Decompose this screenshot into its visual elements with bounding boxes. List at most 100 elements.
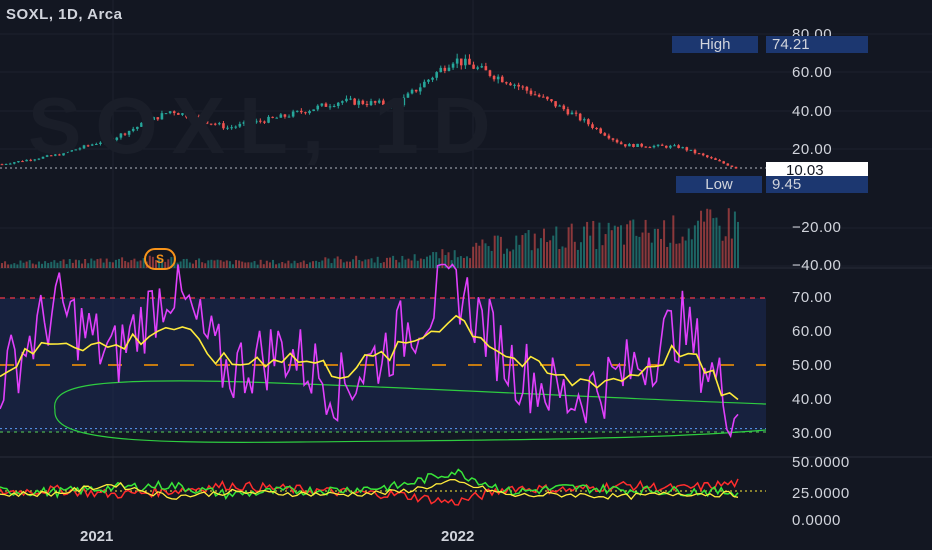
candle-body xyxy=(595,127,598,129)
volume-bar xyxy=(389,257,392,268)
volume-bar xyxy=(570,223,573,268)
osc-tick-label: 50.0000 xyxy=(792,454,850,471)
candle-body xyxy=(492,75,496,80)
volume-bar xyxy=(561,246,564,268)
volume-bar xyxy=(542,228,545,268)
volume-bar xyxy=(87,263,90,268)
volume-bar xyxy=(96,259,99,268)
volume-bar xyxy=(601,245,604,268)
candle-body xyxy=(304,112,307,114)
volume-bar xyxy=(136,261,139,268)
volume-bar xyxy=(56,262,59,268)
candle-body xyxy=(611,138,615,140)
candle-body xyxy=(697,153,701,155)
candle-body xyxy=(681,147,684,149)
candle-body xyxy=(99,142,102,144)
volume-bar xyxy=(65,264,68,268)
candle-body xyxy=(451,63,455,68)
candle-body xyxy=(328,106,332,108)
candle-body xyxy=(562,105,566,110)
volume-bar xyxy=(355,255,358,268)
volume-bar xyxy=(321,260,324,268)
candle-body xyxy=(673,145,676,147)
volume-tick-label: −20.00 xyxy=(792,219,842,236)
volume-bar xyxy=(296,263,299,268)
volume-bar xyxy=(453,250,456,268)
volume-bar xyxy=(413,254,416,268)
candle-body xyxy=(168,111,172,114)
volume-bar xyxy=(139,260,142,268)
candle-body xyxy=(271,116,274,118)
volume-bar xyxy=(583,226,586,268)
candle-body xyxy=(701,153,705,156)
candle-body xyxy=(472,64,475,69)
volume-bar xyxy=(74,259,77,268)
volume-bar xyxy=(114,259,117,268)
volume-bar xyxy=(367,259,370,268)
volume-tick-label: −40.00 xyxy=(792,257,842,274)
candle-body xyxy=(537,94,541,97)
volume-bar xyxy=(706,208,709,268)
candle-body xyxy=(418,87,422,92)
candle-body xyxy=(377,100,381,103)
volume-bar xyxy=(623,244,626,268)
volume-bar xyxy=(198,258,201,268)
candle-body xyxy=(37,158,41,160)
volume-bar xyxy=(376,256,379,268)
candle-body xyxy=(230,127,233,129)
volume-bar xyxy=(629,220,632,268)
candle-body xyxy=(349,98,352,100)
volume-bar xyxy=(77,260,80,268)
candle-body xyxy=(234,126,238,128)
volume-bar xyxy=(336,256,339,268)
volume-bar xyxy=(416,260,419,268)
candle-body xyxy=(505,82,508,84)
candle-body xyxy=(49,155,53,157)
candle-body xyxy=(197,116,201,118)
candle-body xyxy=(464,58,467,66)
volume-bar xyxy=(604,234,607,268)
split-event-badge[interactable]: S xyxy=(144,248,176,270)
volume-bar xyxy=(330,263,333,268)
volume-bar xyxy=(626,224,629,268)
candle-body xyxy=(710,157,713,159)
volume-bar xyxy=(302,260,305,268)
candle-body xyxy=(300,110,303,113)
volume-bar xyxy=(598,222,601,268)
rsi-tick-label: 30.00 xyxy=(792,425,833,442)
volume-bar xyxy=(429,255,432,268)
candle-body xyxy=(263,121,266,123)
candle-body xyxy=(336,102,340,106)
volume-bar xyxy=(518,244,521,268)
candle-body xyxy=(525,86,529,91)
volume-bar xyxy=(660,238,663,268)
volume-bar xyxy=(53,260,56,268)
volume-bar xyxy=(395,259,398,268)
volume-bar xyxy=(401,255,404,268)
volume-bar xyxy=(555,226,558,268)
volume-bar xyxy=(124,260,127,268)
volume-bar xyxy=(567,227,570,268)
volume-bar xyxy=(466,256,469,268)
volume-bar xyxy=(712,218,715,268)
candle-body xyxy=(558,105,561,107)
volume-bar xyxy=(733,211,736,268)
volume-bar xyxy=(250,262,253,268)
volume-bar xyxy=(490,250,493,268)
volume-bar xyxy=(22,262,25,268)
high-label: High xyxy=(672,36,758,53)
candle-body xyxy=(78,148,82,150)
osc-red-line xyxy=(0,478,739,506)
candle-body xyxy=(29,159,33,161)
volume-bar xyxy=(253,261,256,268)
candle-body xyxy=(136,126,139,129)
volume-bar xyxy=(16,264,19,268)
volume-bar xyxy=(450,260,453,268)
volume-bar xyxy=(530,250,533,268)
high-value: 74.21 xyxy=(766,36,868,53)
candle-body xyxy=(82,145,86,149)
volume-bar xyxy=(669,242,672,268)
volume-bar xyxy=(727,208,730,268)
candle-body xyxy=(734,166,738,169)
candle-body xyxy=(607,135,611,139)
